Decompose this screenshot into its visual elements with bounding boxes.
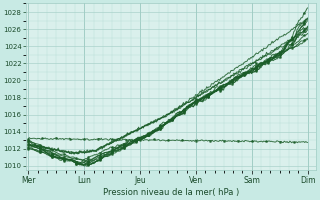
X-axis label: Pression niveau de la mer( hPa ): Pression niveau de la mer( hPa ) (103, 188, 239, 197)
